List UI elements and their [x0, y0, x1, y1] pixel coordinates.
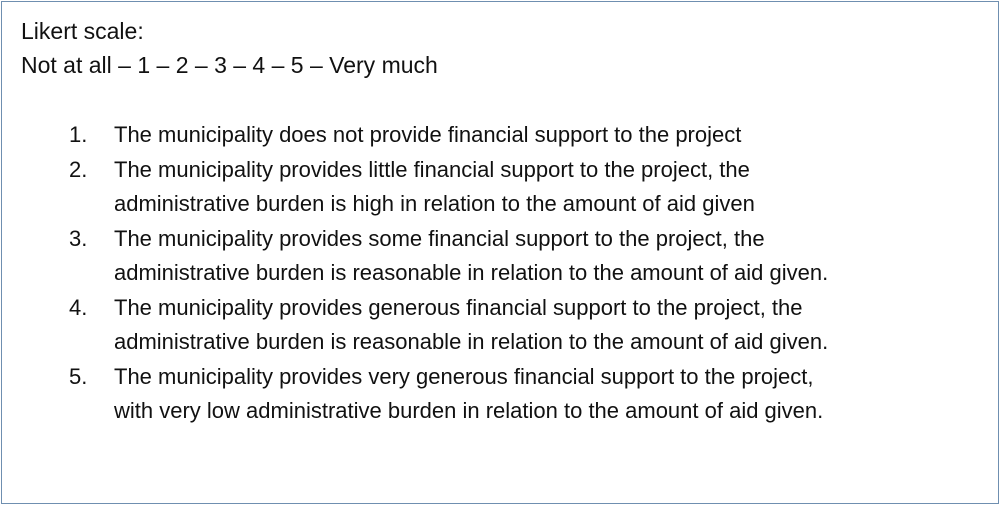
- likert-items-list: 1. The municipality does not provide fin…: [2, 118, 1002, 429]
- item-number: 5.: [69, 363, 88, 389]
- item-number: 2.: [69, 156, 88, 182]
- item-text-line: administrative burden is reasonable in r…: [114, 260, 829, 285]
- likert-item-2: 2. The municipality provides little fina…: [2, 153, 1002, 222]
- item-number: 1.: [69, 122, 88, 147]
- item-text-line: administrative burden is high in relatio…: [114, 191, 755, 216]
- likert-scale-range: Not at all – 1 – 2 – 3 – 4 – 5 – Very mu…: [21, 52, 438, 78]
- item-text-line: The municipality does not provide financ…: [114, 122, 742, 147]
- item-number: 3.: [69, 225, 88, 251]
- item-text-line: The municipality provides little financi…: [114, 156, 750, 182]
- likert-item-3: 3. The municipality provides some financ…: [2, 222, 1002, 291]
- item-number: 4.: [69, 294, 88, 320]
- item-text-line: The municipality provides generous finan…: [114, 294, 803, 320]
- item-text-line: The municipality provides very generous …: [114, 363, 814, 389]
- item-text-line: The municipality provides some financial…: [114, 225, 765, 251]
- item-text-line: administrative burden is reasonable in r…: [114, 329, 829, 354]
- text-box: Likert scale: Not at all – 1 – 2 – 3 – 4…: [1, 1, 999, 504]
- likert-item-4: 4. The municipality provides generous fi…: [2, 291, 1002, 360]
- likert-item-1: 1. The municipality does not provide fin…: [2, 118, 1002, 153]
- item-text-line: with very low administrative burden in r…: [114, 398, 824, 423]
- likert-item-5: 5. The municipality provides very genero…: [2, 360, 1002, 429]
- likert-heading: Likert scale:: [21, 18, 144, 44]
